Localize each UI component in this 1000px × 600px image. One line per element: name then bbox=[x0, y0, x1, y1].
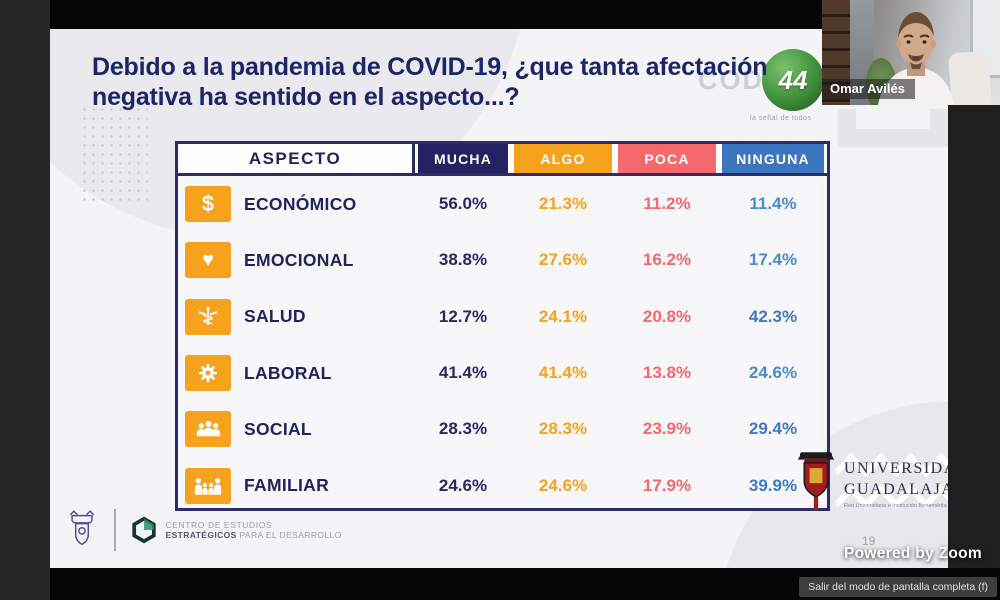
value-cell-poca: 23.9% bbox=[642, 419, 692, 439]
value-cell-mucha: 24.6% bbox=[438, 475, 488, 495]
value-cell-mucha: 12.7% bbox=[438, 306, 488, 326]
ceed-rest-words: PARA EL DESARROLLO bbox=[236, 530, 342, 540]
value-cell-ninguna: 17.4% bbox=[748, 250, 798, 270]
table-row: LABORAL 41.4% 41.4% 13.8% 24.6% bbox=[178, 345, 827, 401]
aspect-label: SOCIAL bbox=[244, 418, 312, 439]
slide-title: Debido a la pandemia de COVID-19, ¿que t… bbox=[92, 53, 852, 112]
heart-icon: ♥ bbox=[185, 242, 231, 279]
table-row: $ ECONÓMICO 56.0% 21.3% 11.2% 11.4% bbox=[178, 176, 827, 232]
value-cell-algo: 27.6% bbox=[538, 250, 588, 270]
impact-table: ASPECTO MUCHA ALGO POCA NINGUNA $ ECONÓMICO 56… bbox=[175, 141, 830, 511]
exit-fullscreen-tooltip: Salir del modo de pantalla completa (f) bbox=[799, 577, 997, 597]
table-body: $ ECONÓMICO 56.0% 21.3% 11.2% 11.4% ♥ EMOCIONAL… bbox=[178, 176, 827, 514]
ceed-bold-word: ESTRATÉGICOS bbox=[165, 530, 237, 540]
value-cell-ninguna: 39.9% bbox=[748, 475, 798, 495]
gear-icon bbox=[185, 355, 231, 392]
table-row: FAMILIAR 24.6% 24.6% 17.9% 39.9% bbox=[178, 457, 827, 513]
aspect-label: EMOCIONAL bbox=[244, 249, 354, 270]
decorative-dot-grid bbox=[80, 105, 148, 205]
aspect-cell: SALUD bbox=[178, 298, 415, 335]
caduceus-icon bbox=[185, 298, 231, 335]
table-row: SOCIAL 28.3% 28.3% 23.9% 29.4% bbox=[178, 401, 827, 457]
column-header-cell: MUCHA bbox=[415, 144, 511, 173]
footer-divider bbox=[114, 509, 116, 551]
value-cell-ninguna: 24.6% bbox=[748, 363, 798, 383]
aspect-label: ECONÓMICO bbox=[244, 193, 357, 214]
presentation-slide: CODE 44 la señal de todos Debido a la pa… bbox=[50, 29, 948, 568]
value-cell-ninguna: 29.4% bbox=[748, 419, 798, 439]
aspect-cell: LABORAL bbox=[178, 355, 415, 392]
value-cell-mucha: 41.4% bbox=[438, 363, 488, 383]
slide-title-line2: negativa ha sentido en el aspecto...? bbox=[92, 82, 520, 111]
decorative-corner-notch bbox=[856, 109, 930, 129]
column-header-ninguna: NINGUNA bbox=[722, 144, 824, 173]
aspect-cell: $ ECONÓMICO bbox=[178, 186, 415, 223]
value-cell-poca: 16.2% bbox=[642, 250, 692, 270]
column-header-mucha: MUCHA bbox=[418, 144, 508, 173]
ceed-name-line1: CENTRO DE ESTUDIOS bbox=[165, 520, 273, 530]
table-row: ♥ EMOCIONAL 38.8% 27.6% 16.2% 17.4% bbox=[178, 232, 827, 288]
value-cell-mucha: 38.8% bbox=[438, 250, 488, 270]
university-name-line1: UNIVERSIDAD DE bbox=[844, 460, 948, 477]
family-icon bbox=[185, 467, 231, 504]
university-subtitle: Red Universitaria e Institución Beneméri… bbox=[844, 502, 948, 509]
aspect-cell: SOCIAL bbox=[178, 411, 415, 448]
university-name-line2: GUADALAJARA bbox=[844, 480, 948, 498]
participant-name-label: Omar Avilés bbox=[822, 79, 915, 99]
column-header-algo: ALGO bbox=[514, 144, 612, 173]
column-header-cell: POCA bbox=[615, 144, 719, 173]
value-cell-algo: 41.4% bbox=[538, 363, 588, 383]
value-cell-algo: 28.3% bbox=[538, 419, 588, 439]
value-cell-ninguna: 11.4% bbox=[749, 194, 797, 214]
aspect-cell: FAMILIAR bbox=[178, 467, 415, 504]
canal-44-tagline: la señal de todos bbox=[750, 115, 812, 122]
udg-crest-outline-icon bbox=[69, 510, 95, 546]
value-cell-poca: 20.8% bbox=[642, 306, 692, 326]
slide-footer-right: UNIVERSIDAD DE GUADALAJARA Red Universit… bbox=[794, 449, 948, 513]
aspect-label: SALUD bbox=[244, 306, 306, 327]
aspect-label: FAMILIAR bbox=[244, 475, 330, 496]
table-header-row: ASPECTO MUCHA ALGO POCA NINGUNA bbox=[178, 144, 827, 176]
dollar-icon: $ bbox=[185, 186, 231, 223]
letterbox-right bbox=[948, 105, 1000, 568]
letterbox-left bbox=[0, 0, 50, 600]
aspect-cell: ♥ EMOCIONAL bbox=[178, 242, 415, 279]
value-cell-poca: 13.8% bbox=[642, 363, 692, 383]
participant-video-tile[interactable]: Omar Avilés bbox=[822, 0, 1000, 105]
ceed-hexagon-icon bbox=[131, 516, 156, 544]
value-cell-algo: 21.3% bbox=[538, 194, 588, 214]
column-header-poca: POCA bbox=[618, 144, 716, 173]
value-cell-poca: 11.2% bbox=[643, 194, 691, 214]
value-cell-mucha: 28.3% bbox=[438, 419, 488, 439]
column-header-cell: ALGO bbox=[511, 144, 615, 173]
value-cell-ninguna: 42.3% bbox=[748, 306, 798, 326]
udg-crest-icon bbox=[797, 452, 835, 510]
slide-footer-left: CENTRO DE ESTUDIOS ESTRATÉGICOS PARA EL … bbox=[64, 509, 342, 551]
canal-44-logo: 44 bbox=[762, 49, 824, 111]
ceed-name-line2: ESTRATÉGICOS PARA EL DESARROLLO bbox=[166, 530, 342, 540]
column-header-aspecto: ASPECTO bbox=[178, 144, 415, 173]
slide-title-line1: Debido a la pandemia de COVID-19, ¿que t… bbox=[92, 53, 768, 81]
table-row: SALUD 12.7% 24.1% 20.8% 42.3% bbox=[178, 289, 827, 345]
value-cell-algo: 24.1% bbox=[538, 306, 588, 326]
people-icon bbox=[185, 411, 231, 448]
canal-44-number: 44 bbox=[778, 64, 808, 95]
powered-by-zoom-label: Powered by Zoom bbox=[844, 545, 982, 562]
value-cell-mucha: 56.0% bbox=[438, 194, 488, 214]
aspect-label: LABORAL bbox=[244, 362, 332, 383]
chevron-pattern bbox=[836, 452, 948, 510]
value-cell-poca: 17.9% bbox=[642, 475, 692, 495]
slide-page-number: 19 bbox=[862, 534, 876, 548]
column-header-cell: NINGUNA bbox=[719, 144, 827, 173]
value-cell-algo: 24.6% bbox=[538, 475, 588, 495]
